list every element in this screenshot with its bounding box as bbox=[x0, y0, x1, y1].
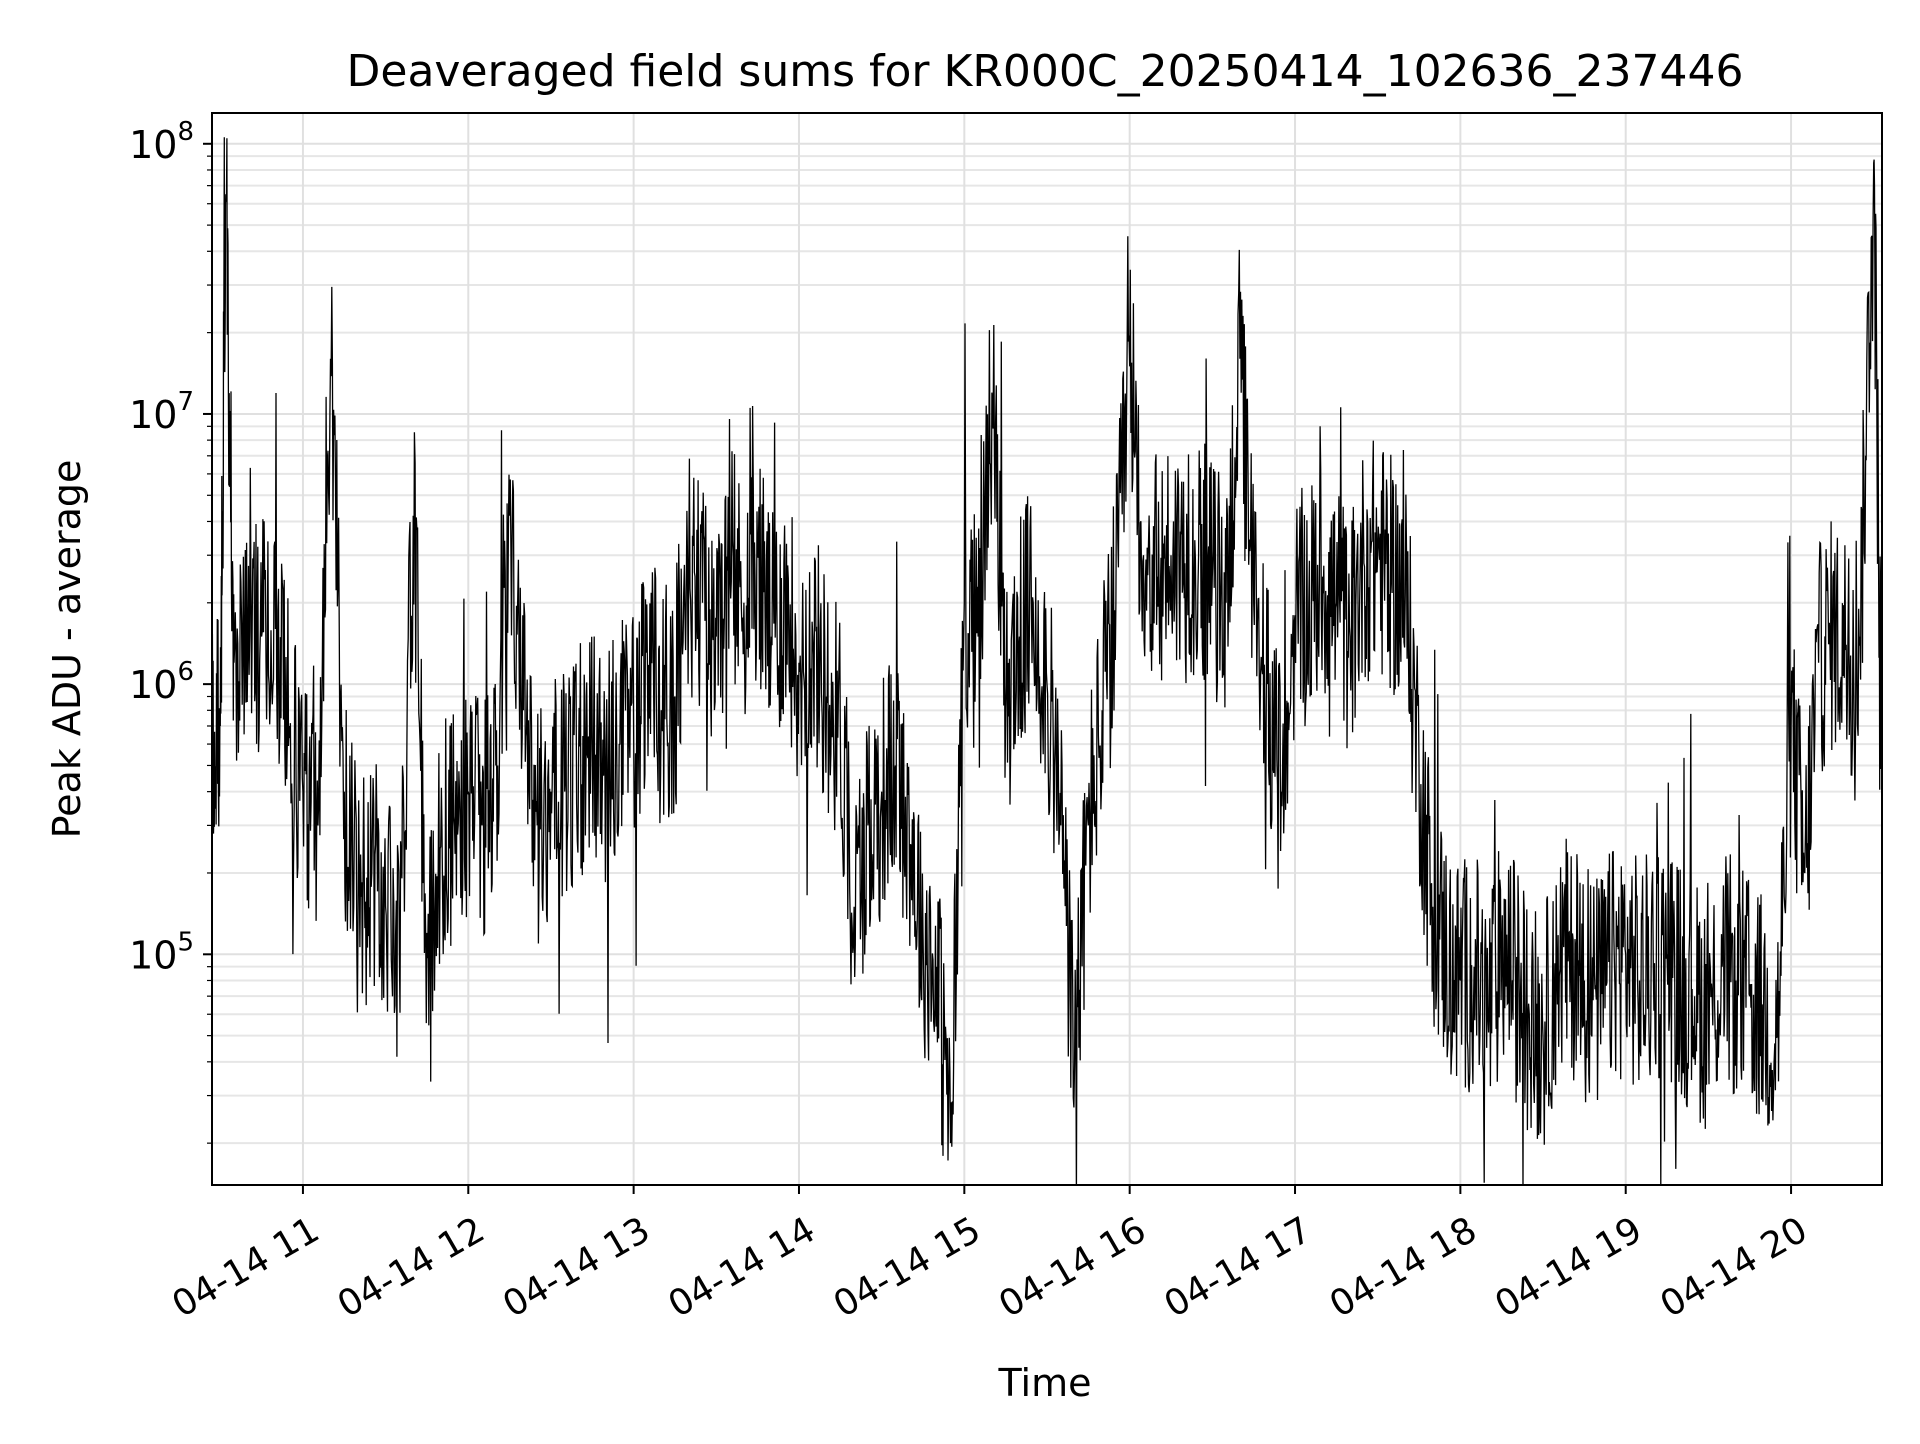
series-line bbox=[212, 137, 1882, 1185]
y-axis: 105 106 107 108 bbox=[129, 117, 212, 1144]
y-axis-label: Peak ADU - average bbox=[45, 460, 89, 839]
y-tick-label: 107 bbox=[129, 387, 194, 437]
y-tick-label: 108 bbox=[129, 117, 194, 167]
plot-area bbox=[212, 137, 1882, 1185]
y-tick-label: 106 bbox=[129, 657, 194, 707]
chart-title: Deaveraged field sums for KR000C_2025041… bbox=[347, 46, 1744, 97]
grid bbox=[212, 113, 1882, 1185]
plot-frame bbox=[211, 112, 1883, 1186]
x-axis-label: Time bbox=[998, 1361, 1092, 1405]
y-tick-label: 105 bbox=[129, 927, 194, 977]
